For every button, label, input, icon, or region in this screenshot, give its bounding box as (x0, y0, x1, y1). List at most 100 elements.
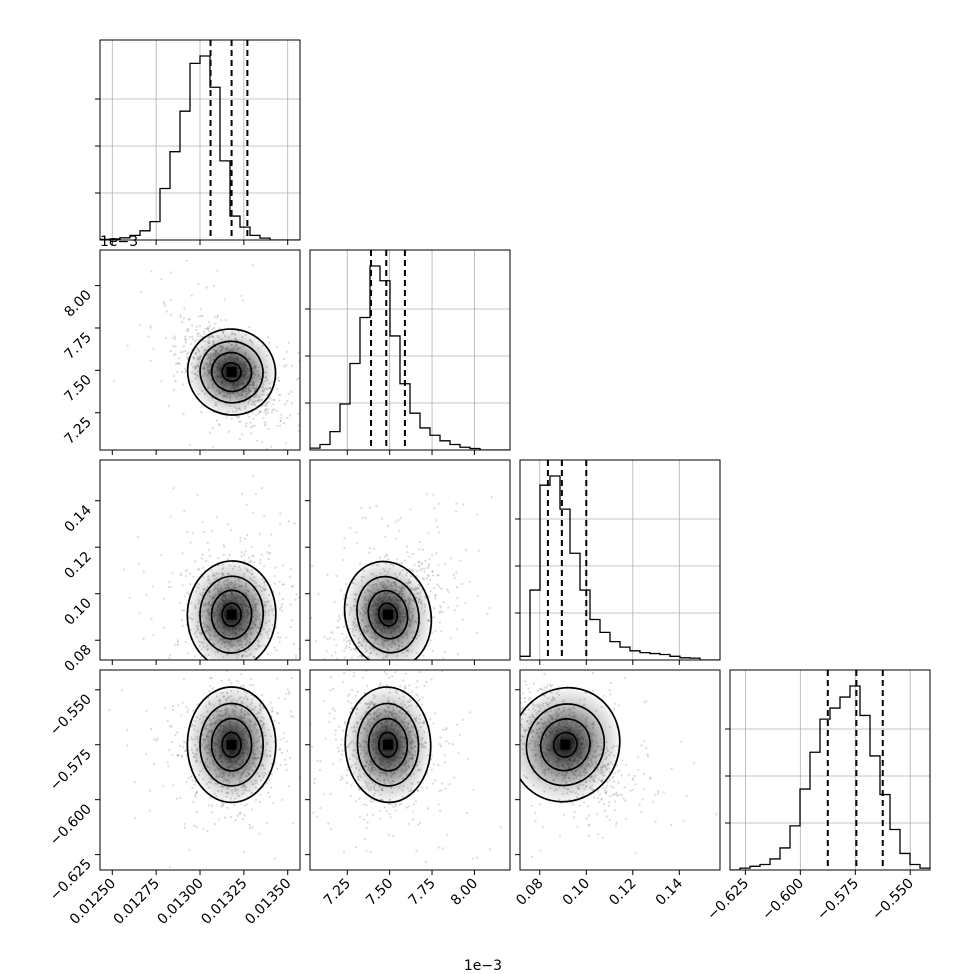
scatter-point (336, 702, 338, 704)
scatter-point (435, 552, 437, 554)
scatter-point (263, 565, 265, 567)
scatter-point (192, 338, 194, 340)
scatter-point (244, 550, 246, 552)
scatter-point (456, 605, 458, 607)
scatter-point (182, 746, 184, 748)
scatter-point (169, 654, 171, 656)
scatter-point (128, 431, 130, 433)
scatter-point (184, 827, 186, 829)
scatter-point (450, 637, 452, 639)
scatter-point (172, 784, 174, 786)
scatter-point (437, 564, 439, 566)
scatter-point (277, 632, 279, 634)
scatter-point (407, 823, 409, 825)
y-tick-label: 8.00 (61, 287, 94, 320)
scatter-point (163, 597, 165, 599)
scatter-point (185, 575, 187, 577)
scatter-point (132, 666, 134, 668)
x-tick-label: 0.01325 (198, 876, 250, 928)
scatter-point (186, 353, 188, 355)
scatter-point (461, 583, 463, 585)
scatter-point (189, 541, 191, 543)
scatter-point (469, 581, 471, 583)
scatter-point (213, 327, 215, 329)
scatter-point (454, 577, 456, 579)
scatter-point (431, 570, 433, 572)
panel-0-0 (95, 40, 300, 245)
scatter-point (301, 516, 303, 518)
scatter-point (304, 802, 306, 804)
scatter-point (191, 295, 193, 297)
scatter-point (286, 740, 288, 742)
scatter-point (226, 807, 228, 809)
scatter-point (416, 570, 418, 572)
scatter-point (317, 677, 319, 679)
scatter-point (145, 710, 147, 712)
scatter-point (282, 564, 284, 566)
density-peak (383, 610, 393, 620)
scatter-point (172, 337, 174, 339)
scatter-point (182, 625, 184, 627)
scatter-point (181, 702, 183, 704)
scatter-point (262, 417, 264, 419)
scatter-point (166, 310, 168, 312)
scatter-point (295, 655, 297, 657)
scatter-point (365, 804, 367, 806)
scatter-point (218, 423, 220, 425)
scatter-point (326, 574, 328, 576)
scatter-point (238, 923, 240, 925)
x-tick-label: 0.01275 (111, 876, 163, 928)
scatter-point (248, 326, 250, 328)
scatter-point (240, 420, 242, 422)
scatter-point (149, 790, 151, 792)
scatter-point (276, 677, 278, 679)
scatter-point (211, 427, 213, 429)
scatter-point (302, 680, 304, 682)
scatter-point (434, 597, 436, 599)
scatter-point (187, 708, 189, 710)
scatter-point (170, 314, 172, 316)
scatter-point (252, 425, 254, 427)
scatter-point (278, 399, 280, 401)
scatter-point (434, 779, 436, 781)
scatter-point (324, 583, 326, 585)
scatter-point (264, 421, 266, 423)
scatter-point (429, 590, 431, 592)
scatter-point (215, 663, 217, 665)
scatter-point (310, 595, 312, 597)
scatter-point (245, 422, 247, 424)
scatter-point (319, 769, 321, 771)
scatter-point (196, 790, 198, 792)
scatter-point (238, 421, 240, 423)
scatter-point (235, 662, 237, 664)
scatter-point (343, 639, 345, 641)
scatter-point (138, 612, 140, 614)
scatter-point (183, 317, 185, 319)
scatter-point (286, 400, 288, 402)
scatter-point (433, 607, 435, 609)
scatter-point (194, 340, 196, 342)
scatter-point (200, 411, 202, 413)
scatter-point (191, 336, 193, 338)
scatter-point (153, 763, 155, 765)
scatter-point (436, 583, 438, 585)
scatter-point (279, 641, 281, 643)
scatter-point (386, 810, 388, 812)
scatter-point (377, 672, 379, 674)
scatter-point (343, 650, 345, 652)
scatter-point (358, 798, 360, 800)
scatter-point (212, 446, 214, 448)
scatter-point (150, 360, 152, 362)
scatter-point (160, 380, 162, 382)
scatter-point (250, 678, 252, 680)
scatter-point (293, 522, 295, 524)
scatter-point (278, 755, 280, 757)
scatter-point (424, 560, 426, 562)
scatter-point (279, 764, 281, 766)
scatter-point (259, 801, 261, 803)
scatter-point (183, 678, 185, 680)
scatter-point (456, 571, 458, 573)
scatter-point (271, 411, 273, 413)
y-tick-label: 0.14 (61, 502, 94, 535)
scatter-point (232, 676, 234, 678)
